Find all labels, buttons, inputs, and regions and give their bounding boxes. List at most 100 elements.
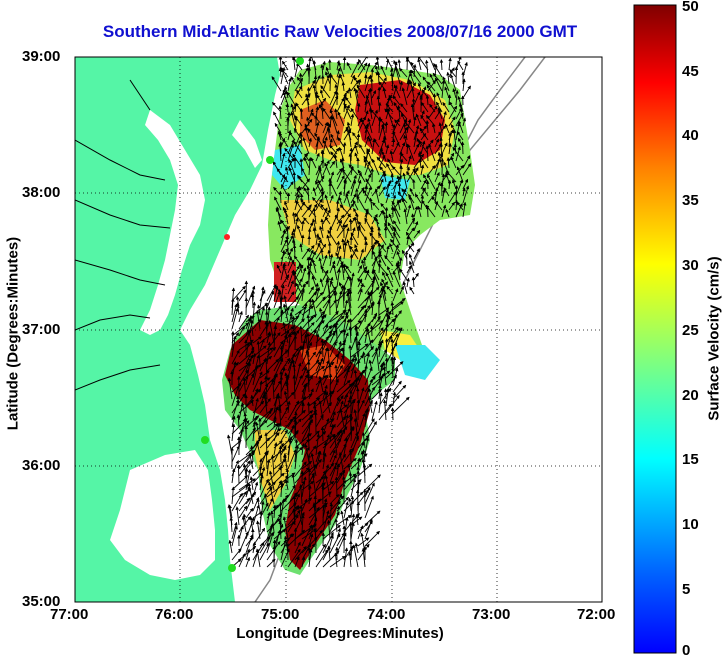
- velocity-arrow: [301, 220, 305, 232]
- velocity-arrow: [448, 143, 452, 155]
- y-tick-label: 39:00: [22, 48, 61, 65]
- velocity-arrow: [425, 120, 430, 134]
- velocity-arrow: [436, 101, 443, 113]
- velocity-arrow: [314, 90, 319, 106]
- velocity-arrow: [283, 208, 289, 225]
- velocity-arrow: [371, 327, 384, 344]
- velocity-arrow: [285, 376, 290, 400]
- velocity-arrow: [315, 191, 325, 204]
- velocity-arrow: [364, 75, 371, 92]
- velocity-arrow: [385, 272, 394, 288]
- velocity-arrow: [293, 140, 303, 155]
- velocity-arrow: [301, 247, 310, 260]
- velocity-arrow: [328, 72, 333, 92]
- velocity-arrow: [380, 65, 387, 78]
- velocity-arrow: [301, 178, 310, 190]
- velocity-arrow: [357, 322, 371, 344]
- velocity-arrow: [308, 320, 325, 337]
- velocity-arrow: [259, 289, 266, 302]
- velocity-arrow: [287, 143, 294, 162]
- velocity-arrow: [395, 262, 401, 281]
- velocity-arrow: [336, 255, 342, 267]
- velocity-arrow: [385, 144, 390, 155]
- velocity-arrow: [410, 61, 422, 78]
- velocity-arrow: [343, 311, 349, 330]
- velocity-arrow: [356, 133, 361, 148]
- velocity-arrow: [308, 137, 313, 148]
- velocity-arrow: [343, 241, 348, 260]
- velocity-arrow: [350, 232, 359, 246]
- velocity-arrow: [441, 173, 446, 190]
- velocity-arrow: [406, 265, 412, 274]
- velocity-arrow: [336, 290, 343, 309]
- velocity-arrow: [413, 229, 421, 239]
- velocity-arrow: [455, 202, 463, 218]
- velocity-arrow: [287, 318, 305, 337]
- x-tick-label: 74:00: [367, 606, 406, 623]
- velocity-arrow: [290, 111, 296, 127]
- velocity-arrow: [357, 288, 363, 302]
- velocity-arrow: [290, 103, 296, 120]
- velocity-arrow: [320, 85, 331, 99]
- velocity-arrow: [432, 93, 437, 106]
- velocity-arrow: [370, 109, 380, 120]
- velocity-arrow: [312, 187, 317, 197]
- velocity-arrow: [287, 77, 292, 92]
- velocity-arrow: [255, 309, 261, 330]
- velocity-arrow: [436, 92, 443, 106]
- velocity-arrow: [334, 108, 338, 120]
- velocity-arrow: [418, 153, 429, 169]
- velocity-arrow: [357, 248, 365, 267]
- velocity-arrow: [393, 220, 401, 232]
- velocity-arrow: [343, 179, 348, 197]
- x-tick-label: 72:00: [577, 606, 616, 623]
- velocity-arrow: [231, 307, 239, 330]
- velocity-arrow: [364, 339, 374, 351]
- velocity-arrow: [282, 321, 289, 344]
- velocity-arrow: [315, 233, 320, 246]
- velocity-arrow: [231, 298, 235, 316]
- velocity-arrow: [301, 267, 307, 281]
- velocity-arrow: [332, 264, 338, 281]
- velocity-arrow: [413, 248, 420, 260]
- y-tick-label: 38:00: [22, 184, 61, 201]
- velocity-arrow: [308, 291, 324, 309]
- velocity-arrow: [311, 298, 317, 316]
- velocity-arrow: [382, 210, 387, 225]
- velocity-arrow: [356, 194, 366, 211]
- velocity-arrow: [345, 96, 352, 106]
- velocity-arrow: [273, 340, 284, 358]
- velocity-arrow: [320, 101, 324, 120]
- velocity-arrow: [377, 116, 382, 134]
- velocity-arrow: [421, 102, 429, 113]
- x-axis-label: Longitude (Degrees:Minutes): [236, 625, 444, 642]
- velocity-arrow: [400, 152, 408, 162]
- velocity-arrow: [296, 89, 303, 99]
- velocity-arrow: [286, 91, 296, 106]
- velocity-arrow: [313, 75, 318, 92]
- velocity-arrow: [409, 286, 415, 295]
- velocity-arrow: [322, 207, 328, 218]
- velocity-arrow: [287, 291, 295, 302]
- velocity-arrow: [287, 251, 296, 267]
- velocity-arrow: [364, 135, 370, 148]
- velocity-arrow: [320, 248, 324, 260]
- colorbar-tick: 5: [682, 581, 691, 598]
- velocity-arrow: [299, 158, 303, 176]
- velocity-arrow: [320, 203, 331, 218]
- velocity-arrow: [462, 117, 467, 127]
- velocity-arrow: [410, 69, 422, 85]
- velocity-arrow: [299, 107, 304, 120]
- velocity-arrow: [425, 145, 429, 162]
- velocity-arrow: [390, 407, 395, 421]
- velocity-arrow: [278, 105, 282, 120]
- velocity-arrow: [292, 271, 303, 288]
- velocity-arrow: [273, 186, 282, 197]
- velocity-arrow: [364, 160, 371, 176]
- velocity-arrow: [302, 137, 310, 155]
- velocity-arrow: [374, 188, 380, 204]
- velocity-arrow: [337, 111, 345, 127]
- velocity-arrow: [346, 61, 352, 71]
- colorbar-tick: 40: [682, 127, 699, 144]
- velocity-arrow: [385, 193, 390, 204]
